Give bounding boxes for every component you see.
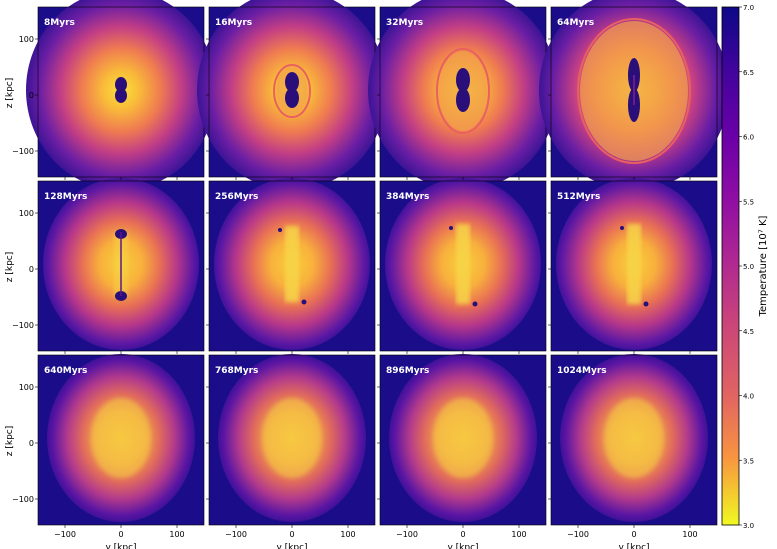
x-axis-label: y [kpc] [447, 543, 478, 549]
simulation-panel: 384Myrs [379, 178, 547, 352]
x-axis-label: y [kpc] [105, 543, 136, 549]
simulation-panel: 64Myrs [539, 0, 729, 190]
y-tick-label: 0 [29, 91, 34, 100]
simulation-panel: 16Myrs [197, 0, 387, 190]
jet-lobe-upper [115, 77, 127, 92]
simulation-panel: 32Myrs [368, 0, 558, 190]
colorbar-tick-label: 5.5 [743, 198, 754, 206]
y-tick-label: −100 [12, 321, 34, 330]
simulation-panel: 128Myrs [37, 178, 205, 352]
simulation-panel: 512Myrs [550, 178, 718, 352]
x-tick-label: 0 [118, 530, 123, 539]
colorbar-tick-label: 6.0 [743, 134, 754, 142]
hot-plume [627, 224, 641, 304]
x-tick-label: 100 [340, 530, 355, 539]
panel-time-label: 32Myrs [386, 18, 423, 28]
x-tick-label: −100 [567, 530, 589, 539]
cold-clump [449, 226, 453, 230]
jet-lobe-lower [285, 88, 299, 108]
cold-clump [278, 228, 282, 232]
panel-time-label: 768Myrs [215, 366, 258, 376]
y-axis-label: z [kpc] [5, 78, 15, 108]
x-tick-label: 0 [631, 530, 636, 539]
cold-clump [620, 226, 624, 230]
shock-front [273, 64, 311, 118]
colorbar-tick-label: 5.0 [743, 263, 754, 271]
colorbar-tick-label: 3.0 [743, 522, 754, 530]
jet-lobe-upper [285, 72, 299, 92]
panel-time-label: 512Myrs [557, 192, 600, 202]
colorbar-tick-label: 4.5 [743, 328, 754, 336]
jet-lobe-lower [115, 88, 127, 103]
x-tick-label: 0 [460, 530, 465, 539]
jet-lobe-upper [456, 68, 470, 92]
colorbar-label: Temperature [10⁷ K] [758, 216, 769, 318]
x-tick-label: 0 [289, 530, 294, 539]
cold-clump [301, 299, 307, 305]
hot-core [91, 398, 151, 478]
x-tick-label: 100 [511, 530, 526, 539]
simulation-panel: 640Myrs [37, 354, 205, 526]
simulation-panel: 8Myrs [26, 0, 216, 190]
y-tick-label: −100 [12, 147, 34, 156]
y-tick-label: 0 [29, 439, 34, 448]
simulation-panel: 896Myrs [379, 354, 547, 526]
panel-time-label: 1024Myrs [557, 366, 607, 376]
y-tick-label: −100 [12, 495, 34, 504]
jet-lobe-lower [456, 88, 470, 112]
cold-clump [472, 301, 478, 307]
y-tick-label: 100 [19, 35, 34, 44]
panel-time-label: 16Myrs [215, 18, 252, 28]
simulation-panel: 1024Myrs [550, 354, 718, 526]
x-tick-label: −100 [225, 530, 247, 539]
colorbar-gradient [721, 6, 740, 526]
colorbar-tick-label: 7.0 [743, 4, 754, 12]
y-tick-label: 0 [29, 265, 34, 274]
simulation-panel: 256Myrs [208, 178, 376, 352]
hot-core [433, 398, 493, 478]
shock-front [577, 18, 691, 164]
colorbar-tick-label: 4.0 [743, 393, 754, 401]
panel-time-label: 128Myrs [44, 192, 87, 202]
x-axis-label: y [kpc] [618, 543, 649, 549]
panel-time-label: 384Myrs [386, 192, 429, 202]
x-tick-label: −100 [396, 530, 418, 539]
y-tick-label: 100 [19, 383, 34, 392]
shock-front [436, 48, 490, 134]
simulation-panel: 768Myrs [208, 354, 376, 526]
panel-time-label: 64Myrs [557, 18, 594, 28]
x-tick-label: 100 [169, 530, 184, 539]
panel-time-label: 8Myrs [44, 18, 75, 28]
y-axis-label: z [kpc] [5, 426, 15, 456]
cold-clump [643, 301, 649, 307]
x-tick-label: −100 [54, 530, 76, 539]
colorbar: 7.0 6.5 6.0 5.5 5.0 4.5 4.0 3.5 3.0 Temperature … [721, 4, 769, 530]
hot-plume [456, 224, 470, 304]
y-tick-label: 100 [19, 209, 34, 218]
hot-core [604, 398, 664, 478]
panel-time-label: 896Myrs [386, 366, 429, 376]
colorbar-tick-label: 6.5 [743, 69, 754, 77]
x-axis-label: y [kpc] [276, 543, 307, 549]
y-axis-label: z [kpc] [5, 252, 15, 282]
x-tick-label: 100 [682, 530, 697, 539]
colorbar-tick-label: 3.5 [743, 457, 754, 465]
panel-time-label: 256Myrs [215, 192, 258, 202]
panel-time-label: 640Myrs [44, 366, 87, 376]
hot-core [262, 398, 322, 478]
hot-plume [285, 226, 299, 302]
